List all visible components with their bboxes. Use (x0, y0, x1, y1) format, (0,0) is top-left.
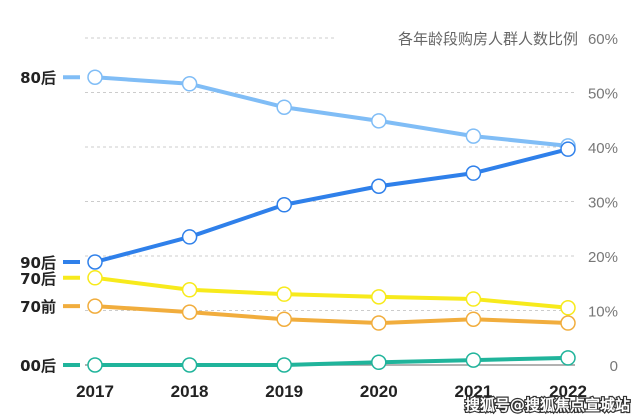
series-80后 (87, 69, 576, 154)
data-point (371, 315, 387, 331)
data-point (560, 315, 576, 331)
data-point (87, 254, 103, 270)
data-point (560, 300, 576, 316)
series-group (87, 69, 576, 373)
data-point (181, 76, 198, 92)
data-point (276, 286, 292, 302)
series-00后 (87, 350, 576, 373)
chart-title: 各年龄段购房人群人数比例 (398, 30, 578, 48)
data-point (181, 304, 198, 320)
series-70前 (87, 298, 576, 331)
x-axis-ticks: 2017 2018 2019 2020 2021 2022 (76, 382, 587, 401)
data-point (465, 352, 482, 368)
x-tick-label: 2022 (549, 382, 587, 401)
data-point (465, 291, 482, 307)
series-70后 (87, 270, 576, 316)
x-tick-label: 2019 (265, 382, 303, 401)
data-point (560, 141, 576, 157)
data-point (87, 298, 103, 314)
data-point (560, 350, 576, 366)
data-point (371, 354, 387, 371)
data-point (371, 178, 387, 194)
series-90后 (87, 141, 576, 270)
x-tick-label: 2017 (76, 382, 114, 401)
series-line (95, 355, 569, 367)
data-point (276, 99, 292, 115)
watermark: 搜狐号@搜狐焦点宣城站 (465, 396, 630, 414)
legend-label: 00后 (20, 357, 56, 375)
data-point (87, 357, 103, 373)
series-line (94, 75, 569, 148)
series-line (94, 304, 569, 326)
legend-label: 90后 (20, 254, 56, 272)
data-point (87, 270, 103, 286)
data-point (87, 69, 103, 85)
x-tick-label: 2018 (171, 382, 209, 401)
y-tick-label: 20% (588, 249, 618, 266)
data-point (371, 113, 387, 129)
y-axis-ticks: 0 10% 20% 30% 40% 50% 60% (588, 31, 618, 375)
data-point (181, 282, 198, 298)
y-tick-label: 50% (588, 86, 618, 103)
legend-label: 70前 (20, 298, 56, 316)
x-tick-label: 2020 (360, 382, 398, 401)
data-point (371, 289, 387, 305)
data-point (465, 128, 482, 144)
data-point (181, 229, 198, 245)
x-tick-label: 2021 (454, 382, 492, 401)
y-tick-label: 30% (588, 195, 618, 212)
y-tick-label: 0 (610, 358, 618, 375)
data-point (465, 165, 482, 181)
y-tick-label: 60% (588, 31, 618, 48)
series-line (94, 147, 569, 264)
y-tick-label: 10% (588, 304, 618, 321)
data-point (276, 311, 292, 327)
y-tick-label: 40% (588, 140, 618, 157)
legend-label: 70后 (20, 270, 56, 288)
legend-label: 80后 (20, 69, 56, 87)
data-point (181, 357, 198, 373)
data-point (465, 311, 482, 327)
data-point (276, 357, 292, 373)
data-point (276, 197, 292, 213)
series-line (94, 275, 569, 310)
gridlines (85, 37, 575, 311)
